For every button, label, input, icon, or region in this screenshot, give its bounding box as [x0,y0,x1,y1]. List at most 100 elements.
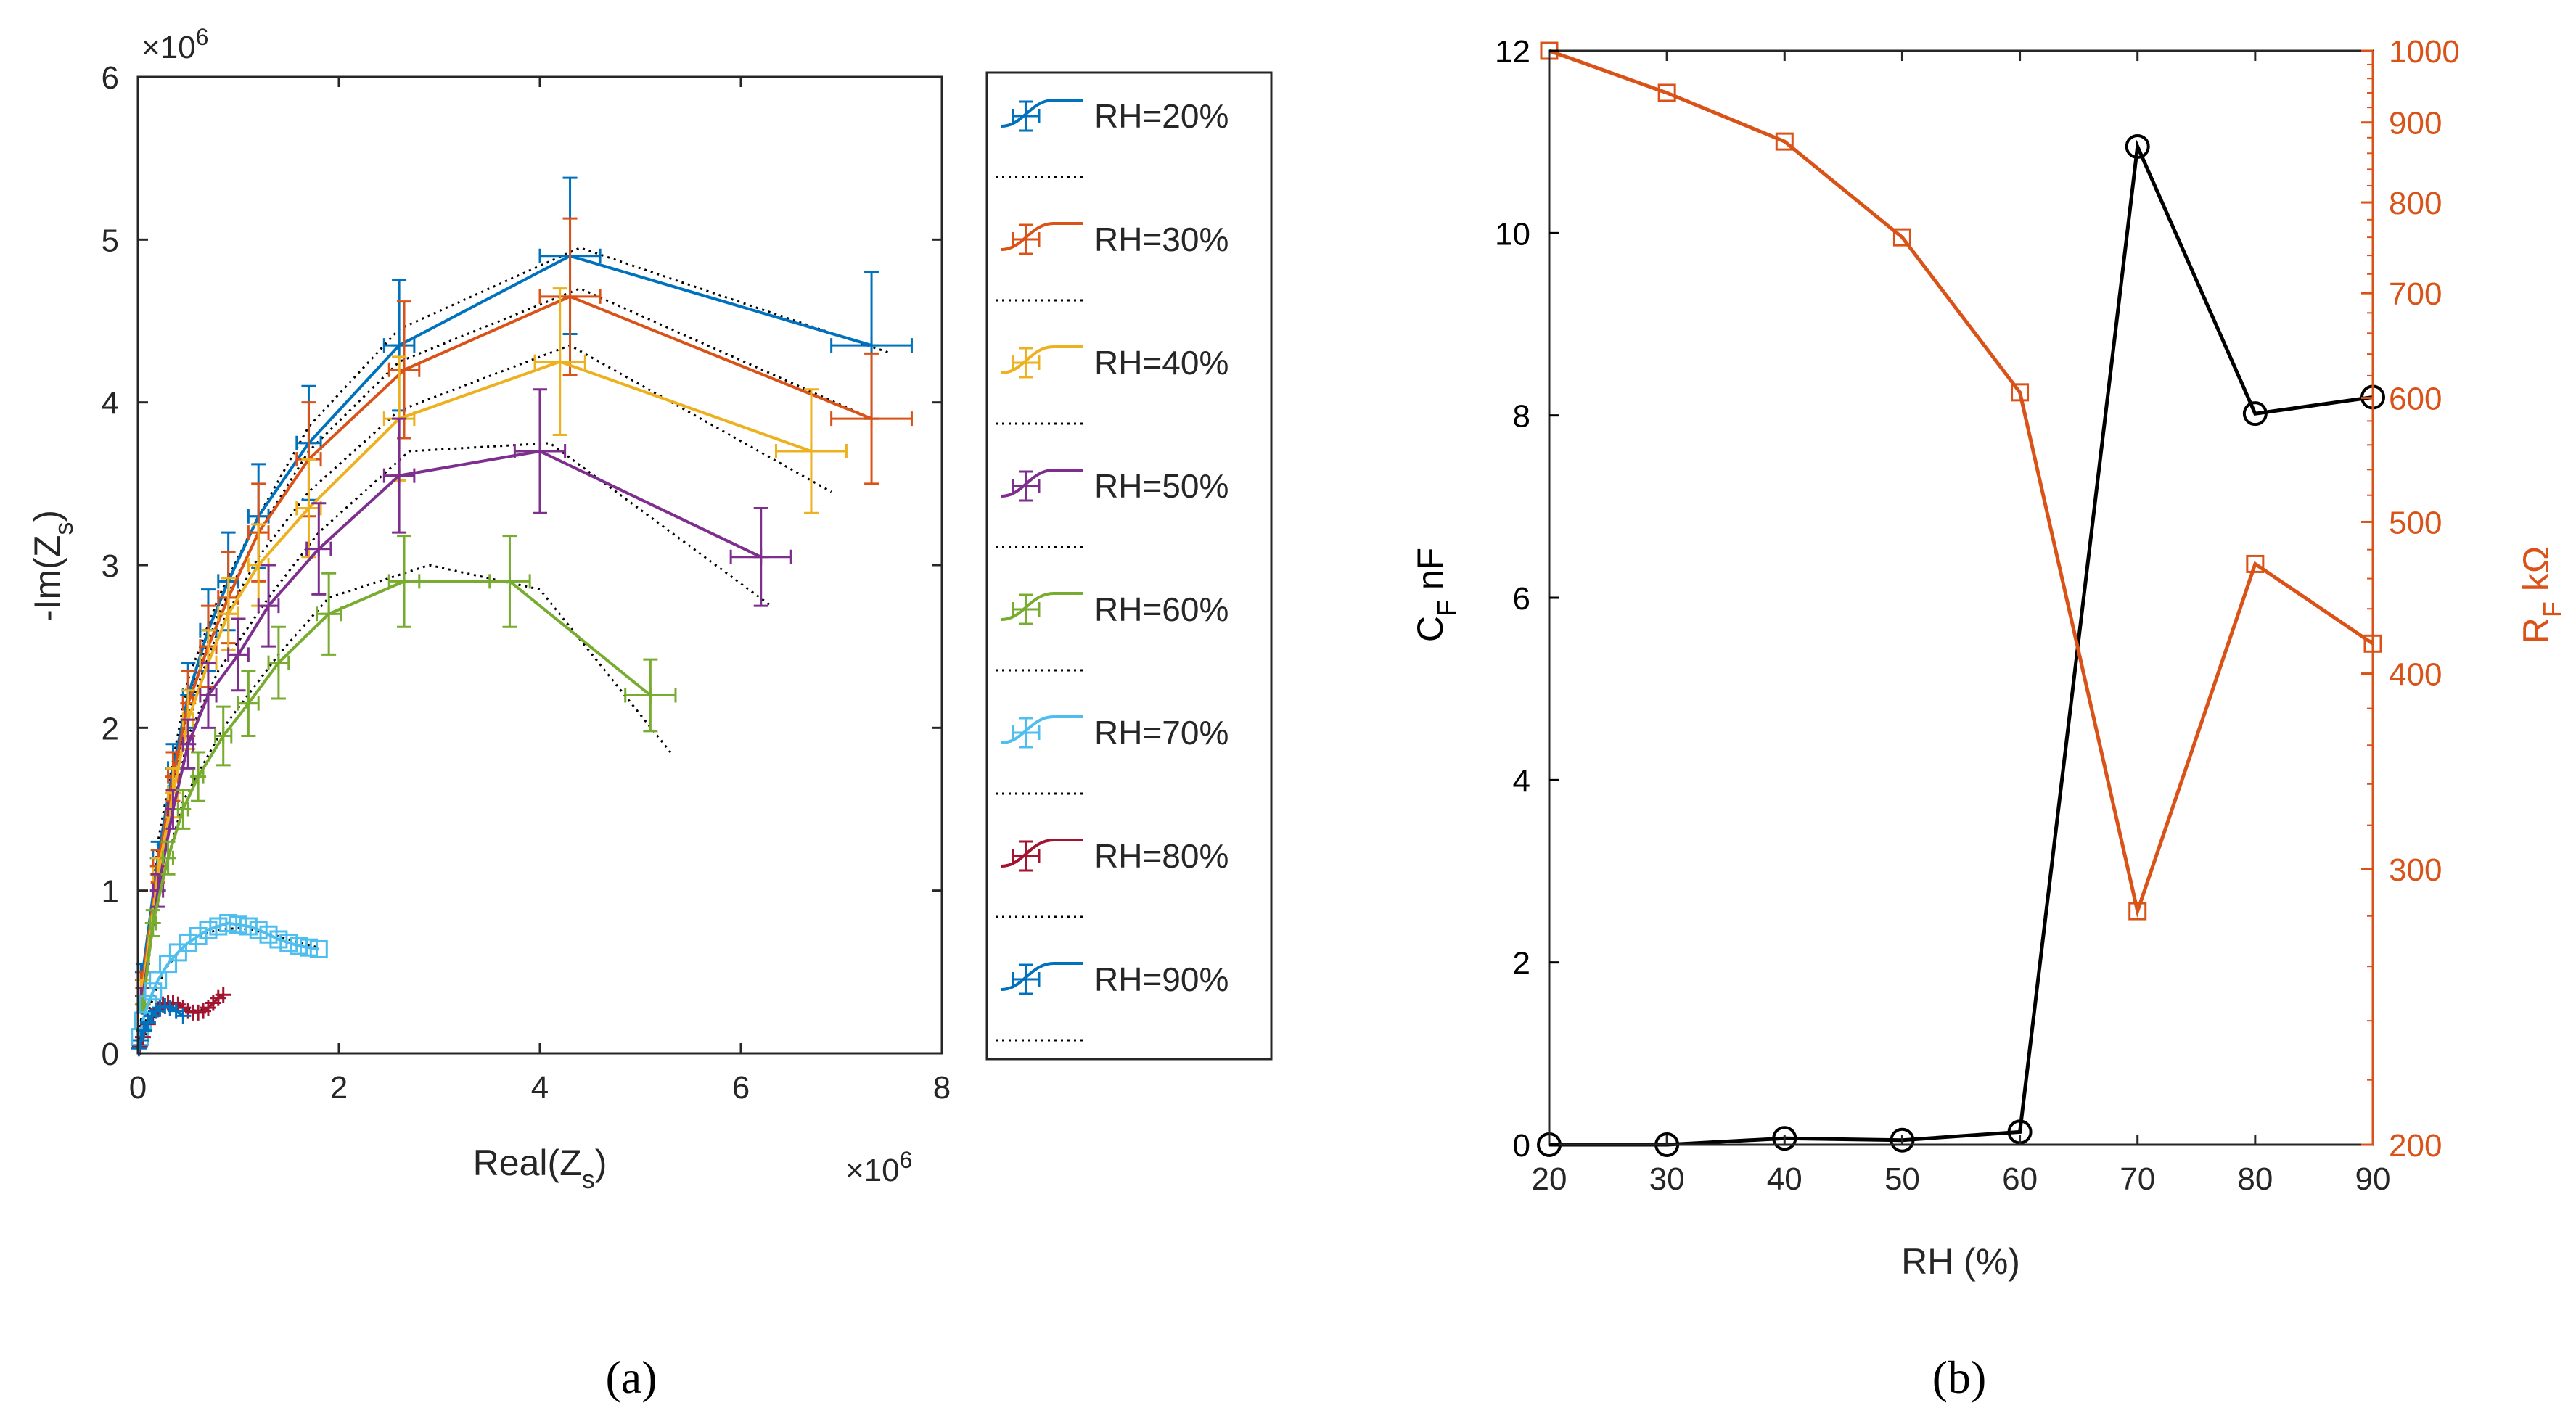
series-line [1549,49,2374,918]
data-point [200,687,216,704]
y-tick-label-left: 0 [1513,1128,1530,1164]
legend-item: RH=70% [996,714,1228,795]
data-point [864,337,880,354]
data-point [803,442,819,459]
legend-label: RH=80% [1094,837,1228,875]
data-point [249,921,268,939]
x-tick-label-b: 60 [2002,1161,2038,1197]
data-point [864,411,880,427]
data-point [139,1014,156,1031]
legend-label: RH=60% [1094,590,1228,628]
data-point [215,728,231,744]
y-axis-label-right: RF kΩ [2516,546,2567,643]
data-point [179,933,197,952]
legend-swatch-line [1001,592,1083,621]
data-point [159,955,178,974]
x-tick-label-b: 40 [1767,1161,1802,1197]
y-axis-label-left: CF nF [1410,548,1461,642]
data-point [220,606,237,622]
legend-item: RH=20% [996,97,1228,178]
legend-box [985,71,1273,1061]
x-tick-label-b: 70 [2120,1161,2155,1197]
data-point [240,695,257,712]
data-point [189,926,208,945]
data-point [396,573,413,590]
data-point [215,987,231,1003]
data-point [309,939,328,958]
data-point [149,971,168,989]
data-point [261,598,277,614]
legend-swatch-line [1001,345,1083,374]
legend-label: RH=30% [1094,221,1228,258]
legend-swatch-errorbar [1012,717,1041,749]
y-tick-label-right: 800 [2389,186,2442,221]
x-axis-label-b: RH (%) [1901,1241,2020,1282]
legend: RH=20% RH=30% RH=40% RH=50% RH=60% RH=70% RH=8… [985,71,1273,1061]
data-point [239,917,258,936]
caption-b: (b) [1932,1351,1987,1403]
legend-item: RH=80% [996,837,1228,918]
legend-swatch-errorbar [1012,223,1041,255]
legend-swatch-line [1001,222,1083,251]
data-point [551,353,568,370]
data-point [2128,902,2147,921]
legend-swatch-errorbar [1012,593,1041,625]
data-point [269,930,288,949]
x-tick-label-b: 90 [2355,1161,2391,1197]
data-point [1892,228,1911,247]
y-tick-label-right: 500 [2389,505,2442,540]
data-point [299,938,318,957]
series-rf [1540,41,2382,921]
legend-label: RH=50% [1094,467,1228,505]
data-point [230,646,247,663]
y-tick-label-right: 1000 [2389,34,2460,70]
data-point [2246,554,2265,573]
data-point [160,849,176,866]
data-point [144,915,161,931]
x-axis-label-a: Real(Zs) [473,1143,607,1194]
panel-b: 20 30 40 50 60 70 80 90024681012200300400500600… [1410,34,2567,1403]
y-tick-label-right: 700 [2389,276,2442,312]
series-line [141,580,652,1005]
data-point [180,736,197,752]
legend-swatch-errorbar [1012,100,1041,132]
legend-swatch-line [1001,839,1083,868]
y-tick-label-a: 0 [102,1037,119,1072]
legend-item: RH=50% [996,467,1228,548]
x-tick-label-a: 6 [732,1070,750,1106]
legend-swatch-line [1001,99,1083,128]
data-point [752,548,769,565]
caption-a: (a) [605,1351,657,1403]
x-tick-label-b: 20 [1532,1161,1567,1197]
legend-label: RH=40% [1094,344,1228,382]
y-tick-label-right: 900 [2389,106,2442,141]
legend-swatch-line [1001,962,1083,991]
data-point [144,982,163,1001]
legend-swatch-errorbar [1012,963,1041,995]
y-tick-label-left: 6 [1513,581,1530,617]
data-point [532,442,548,459]
data-point [168,943,187,962]
y-axis-label-a: -Im(Zs) [27,510,78,622]
y-tick-label-a: 3 [102,548,119,584]
legend-swatch-errorbar [1012,347,1041,379]
data-point [300,500,317,516]
data-point [229,915,247,934]
x-tick-label-a: 0 [129,1070,147,1106]
data-point [1772,1126,1797,1151]
y-tick-label-a: 1 [102,874,119,910]
legend-swatch-errorbar [1012,840,1041,872]
y-multiplier: ×106 [141,24,208,65]
y-tick-label-right: 400 [2389,657,2442,693]
data-point [270,654,287,671]
data-point [175,801,192,818]
legend-label: RH=20% [1094,97,1228,135]
data-point [175,1008,192,1024]
y-tick-label-a: 5 [102,223,119,258]
y-tick-label-a: 6 [102,60,119,96]
data-point [190,768,207,785]
data-point [501,573,518,590]
